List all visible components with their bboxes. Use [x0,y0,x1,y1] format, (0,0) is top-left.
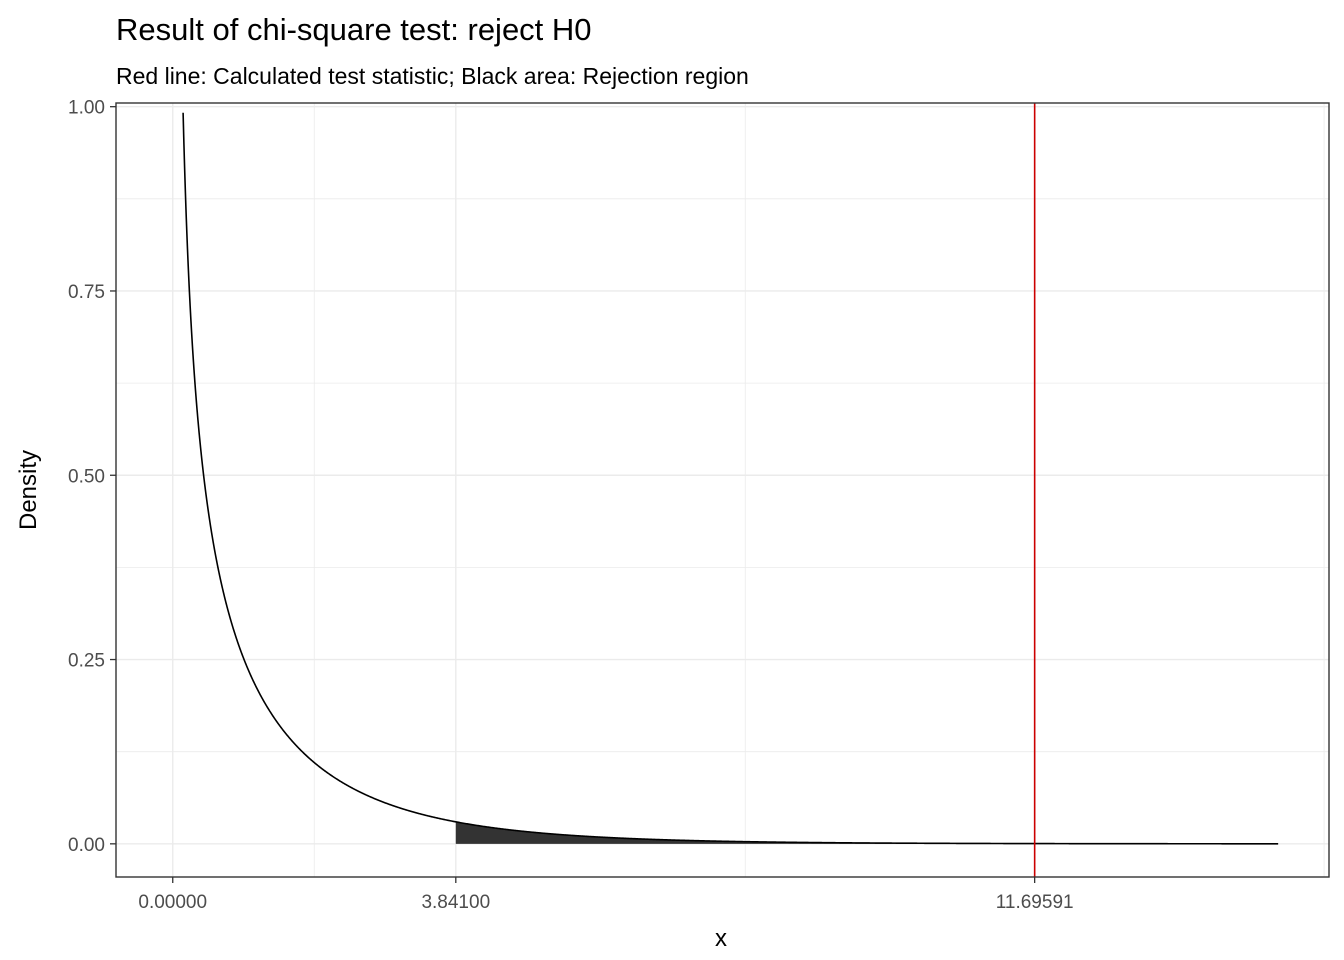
rejection-region-area [455,821,1279,844]
y-axis: 0.00 0.25 0.50 0.75 1.00 [68,98,116,856]
y-tick-label: 0.00 [68,835,105,856]
y-axis-title: Density [15,450,42,530]
y-tick-label: 0.75 [68,282,105,303]
y-tick-label: 1.00 [68,98,105,119]
density-curve [182,112,1279,845]
minor-gridlines [116,103,1329,877]
chart-subtitle: Red line: Calculated test statistic; Bla… [116,63,749,89]
x-tick-label: 3.84100 [421,892,490,913]
y-tick-label: 0.25 [68,651,105,672]
panel-border [115,102,1330,878]
major-gridlines [116,103,1329,877]
x-tick-label: 11.69591 [996,892,1074,913]
x-tick-label: 0.00000 [138,892,207,913]
y-tick-label: 0.50 [68,466,105,487]
x-axis-title: x [715,925,727,952]
chart-title: Result of chi-square test: reject H0 [116,12,592,47]
plot-panel [116,103,1329,877]
x-axis: 0.00000 3.84100 11.69591 [138,877,1074,913]
